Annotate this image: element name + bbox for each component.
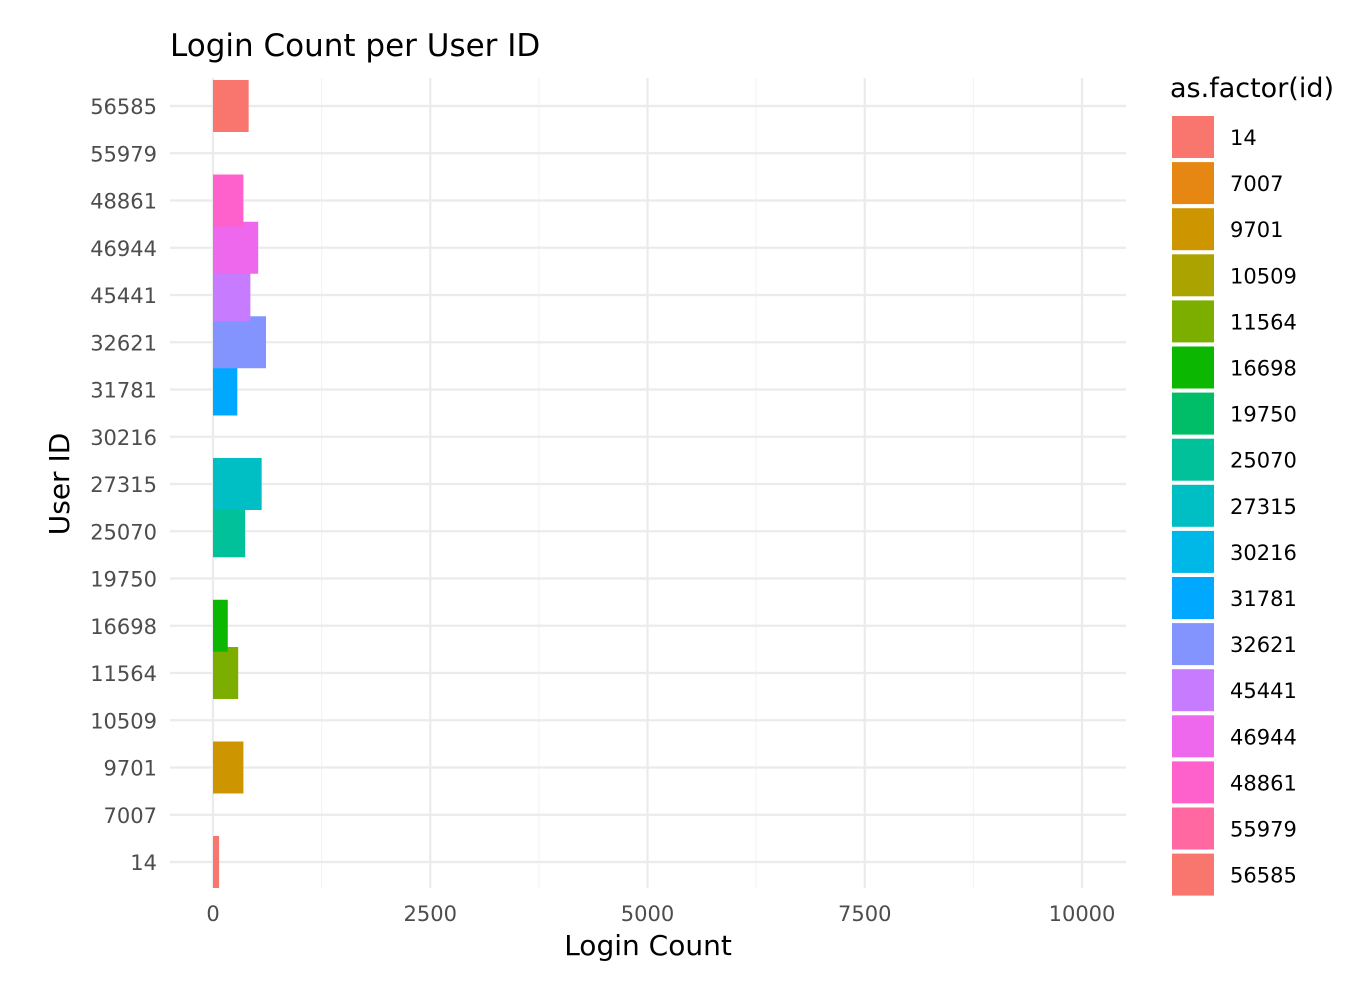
legend-label: 30216 [1230,541,1297,565]
y-tick-label: 16698 [90,615,157,639]
legend-label: 25070 [1230,449,1297,473]
bar-48861 [213,174,244,227]
legend-label: 16698 [1230,357,1297,381]
legend-label: 9701 [1230,218,1283,242]
y-tick-label: 27315 [90,473,157,497]
bar-14 [213,836,220,888]
x-axis-title: Login Count [564,929,732,962]
legend-label: 56585 [1230,864,1297,888]
legend-label: 46944 [1230,725,1297,749]
legend-key-46944 [1172,715,1214,758]
legend-key-9701 [1172,208,1214,251]
legend-label: 10509 [1230,264,1297,288]
y-axis-title: User ID [43,433,76,536]
legend-title: as.factor(id) [1170,73,1334,104]
y-tick-label: 10509 [90,709,157,733]
bar-11564 [213,647,239,699]
legend-key-31781 [1172,577,1214,619]
legend-label: 48861 [1230,771,1297,795]
x-axis-ticks: 0 2500 5000 7500 10000 [206,902,1115,926]
y-tick-label: 30216 [90,426,157,450]
legend-label: 32621 [1230,633,1297,657]
y-tick-label: 19750 [90,568,157,592]
y-tick-label: 14 [130,851,157,875]
legend: as.factor(id) 14700797011050911564166981… [1170,73,1334,896]
y-tick-label: 46944 [90,237,157,261]
x-tick-label: 0 [206,902,219,926]
bar-46944 [213,221,259,274]
legend-key-30216 [1172,530,1214,573]
bar-27315 [213,458,262,510]
legend-label: 55979 [1230,818,1297,842]
bar-31781 [213,363,238,416]
legend-label: 19750 [1230,403,1297,427]
y-axis-ticks: 14 7007 9701 10509 11564 16698 19750 25070 27315… [90,95,157,875]
y-tick-label: 48861 [90,190,157,214]
legend-key-56585 [1172,853,1214,896]
bar-56585 [213,80,249,132]
legend-label: 45441 [1230,679,1297,703]
y-tick-label: 45441 [90,284,157,308]
legend-label: 31781 [1230,587,1297,611]
grid [170,78,1126,888]
legend-label: 11564 [1230,310,1297,334]
legend-key-48861 [1172,761,1214,804]
bar-32621 [213,316,267,369]
y-tick-label: 25070 [90,520,157,544]
y-tick-label: 7007 [104,804,157,828]
y-tick-label: 56585 [90,95,157,119]
x-tick-label: 2500 [404,902,457,926]
legend-key-10509 [1172,254,1214,297]
x-tick-label: 7500 [838,902,891,926]
chart-title: Login Count per User ID [170,28,540,64]
legend-key-27315 [1172,484,1214,527]
legend-key-16698 [1172,346,1214,389]
y-tick-label: 31781 [90,379,157,403]
x-tick-label: 10000 [1049,902,1116,926]
legend-key-14 [1172,116,1214,158]
legend-key-25070 [1172,438,1214,481]
y-tick-label: 55979 [90,142,157,166]
y-tick-label: 11564 [90,662,157,686]
legend-label: 14 [1230,126,1257,150]
legend-label: 7007 [1230,172,1283,196]
bar-45441 [213,269,251,321]
legend-label: 27315 [1230,495,1297,519]
bar-16698 [213,599,228,652]
legend-key-45441 [1172,669,1214,712]
legend-key-7007 [1172,162,1214,205]
y-tick-label: 9701 [104,757,157,781]
legend-key-55979 [1172,807,1214,850]
legend-key-32621 [1172,623,1214,666]
bar-9701 [213,741,244,794]
legend-key-11564 [1172,300,1214,343]
x-tick-label: 5000 [621,902,674,926]
bar-25070 [213,505,246,558]
legend-items: 14 7007 9701 10509 11564 16698 19750 25070 27315… [1172,116,1297,896]
legend-key-19750 [1172,392,1214,435]
y-tick-label: 32621 [90,331,157,355]
bars [213,80,267,888]
